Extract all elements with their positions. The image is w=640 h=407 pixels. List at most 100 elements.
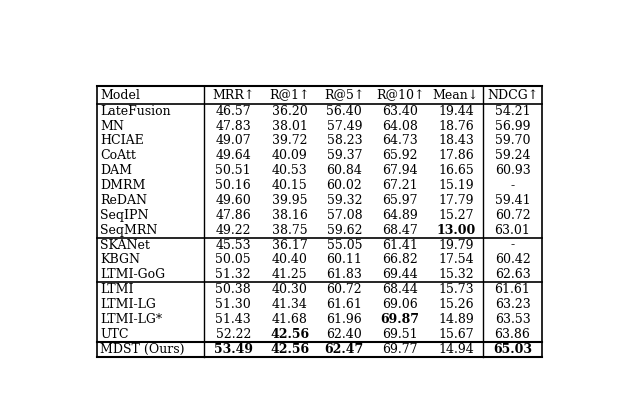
Text: 69.06: 69.06 bbox=[382, 298, 418, 311]
Text: 69.87: 69.87 bbox=[381, 313, 420, 326]
Text: 19.79: 19.79 bbox=[438, 239, 474, 252]
Text: 50.05: 50.05 bbox=[216, 254, 251, 267]
Text: 47.86: 47.86 bbox=[216, 209, 251, 222]
Text: Mean↓: Mean↓ bbox=[433, 89, 479, 102]
Text: 61.83: 61.83 bbox=[326, 268, 362, 281]
Text: 19.44: 19.44 bbox=[438, 105, 474, 118]
Text: 61.61: 61.61 bbox=[495, 283, 531, 296]
Text: 51.32: 51.32 bbox=[216, 268, 251, 281]
Text: 15.32: 15.32 bbox=[438, 268, 474, 281]
Text: 69.51: 69.51 bbox=[382, 328, 418, 341]
Text: 17.54: 17.54 bbox=[438, 254, 474, 267]
Text: 39.72: 39.72 bbox=[272, 134, 308, 147]
Text: UTC: UTC bbox=[100, 328, 129, 341]
Text: 38.01: 38.01 bbox=[272, 120, 308, 133]
Text: 40.30: 40.30 bbox=[272, 283, 308, 296]
Text: 60.02: 60.02 bbox=[326, 179, 362, 192]
Text: 15.27: 15.27 bbox=[438, 209, 474, 222]
Text: LTMI: LTMI bbox=[100, 283, 134, 296]
Text: 18.43: 18.43 bbox=[438, 134, 474, 147]
Text: 59.62: 59.62 bbox=[326, 224, 362, 237]
Text: 14.89: 14.89 bbox=[438, 313, 474, 326]
Text: SeqMRN: SeqMRN bbox=[100, 224, 157, 237]
Text: 68.47: 68.47 bbox=[382, 224, 418, 237]
Text: 56.40: 56.40 bbox=[326, 105, 362, 118]
Text: 59.24: 59.24 bbox=[495, 149, 531, 162]
Text: 60.72: 60.72 bbox=[495, 209, 531, 222]
Text: SKANet: SKANet bbox=[100, 239, 150, 252]
Text: 45.53: 45.53 bbox=[216, 239, 251, 252]
Text: NDCG↑: NDCG↑ bbox=[487, 89, 538, 102]
Text: 63.40: 63.40 bbox=[382, 105, 418, 118]
Text: MRR↑: MRR↑ bbox=[212, 89, 255, 102]
Text: 15.19: 15.19 bbox=[438, 179, 474, 192]
Text: 60.42: 60.42 bbox=[495, 254, 531, 267]
Text: 15.67: 15.67 bbox=[438, 328, 474, 341]
Text: 69.44: 69.44 bbox=[382, 268, 418, 281]
Text: 56.99: 56.99 bbox=[495, 120, 531, 133]
Text: LTMI-LG: LTMI-LG bbox=[100, 298, 156, 311]
Text: 63.01: 63.01 bbox=[495, 224, 531, 237]
Text: 61.61: 61.61 bbox=[326, 298, 362, 311]
Text: 60.11: 60.11 bbox=[326, 254, 362, 267]
Text: 40.09: 40.09 bbox=[272, 149, 308, 162]
Text: R@5↑: R@5↑ bbox=[324, 89, 365, 102]
Text: 49.60: 49.60 bbox=[216, 194, 251, 207]
Text: 38.16: 38.16 bbox=[272, 209, 308, 222]
Text: 51.43: 51.43 bbox=[216, 313, 251, 326]
Text: 40.40: 40.40 bbox=[272, 254, 308, 267]
Text: DAM: DAM bbox=[100, 164, 132, 177]
Text: 14.94: 14.94 bbox=[438, 343, 474, 356]
Text: 15.73: 15.73 bbox=[438, 283, 474, 296]
Text: Model: Model bbox=[100, 89, 140, 102]
Text: 53.49: 53.49 bbox=[214, 343, 253, 356]
Text: 59.37: 59.37 bbox=[326, 149, 362, 162]
Text: 42.56: 42.56 bbox=[270, 328, 309, 341]
Text: 54.21: 54.21 bbox=[495, 105, 531, 118]
Text: 47.83: 47.83 bbox=[216, 120, 251, 133]
Text: 61.96: 61.96 bbox=[326, 313, 362, 326]
Text: 65.92: 65.92 bbox=[383, 149, 418, 162]
Text: 59.70: 59.70 bbox=[495, 134, 531, 147]
Text: 41.34: 41.34 bbox=[272, 298, 308, 311]
Text: 17.79: 17.79 bbox=[438, 194, 474, 207]
Text: 13.00: 13.00 bbox=[436, 224, 476, 237]
Text: 15.26: 15.26 bbox=[438, 298, 474, 311]
Text: 57.49: 57.49 bbox=[326, 120, 362, 133]
Text: 49.22: 49.22 bbox=[216, 224, 251, 237]
Text: 63.53: 63.53 bbox=[495, 313, 531, 326]
Text: 50.51: 50.51 bbox=[216, 164, 251, 177]
Text: 41.25: 41.25 bbox=[272, 268, 308, 281]
Text: LateFusion: LateFusion bbox=[100, 105, 171, 118]
Text: CoAtt: CoAtt bbox=[100, 149, 136, 162]
Text: 68.44: 68.44 bbox=[382, 283, 418, 296]
Text: 64.08: 64.08 bbox=[382, 120, 418, 133]
Text: 65.03: 65.03 bbox=[493, 343, 532, 356]
Text: 60.93: 60.93 bbox=[495, 164, 531, 177]
Text: 67.21: 67.21 bbox=[382, 179, 418, 192]
Text: 57.08: 57.08 bbox=[326, 209, 362, 222]
Text: DMRM: DMRM bbox=[100, 179, 146, 192]
Text: 17.86: 17.86 bbox=[438, 149, 474, 162]
Text: 50.38: 50.38 bbox=[216, 283, 251, 296]
Text: 49.07: 49.07 bbox=[216, 134, 251, 147]
Text: 59.32: 59.32 bbox=[326, 194, 362, 207]
Text: 41.68: 41.68 bbox=[272, 313, 308, 326]
Text: 38.75: 38.75 bbox=[272, 224, 308, 237]
Text: 49.64: 49.64 bbox=[216, 149, 251, 162]
Text: 59.41: 59.41 bbox=[495, 194, 531, 207]
Text: 62.40: 62.40 bbox=[326, 328, 362, 341]
Text: SeqIPN: SeqIPN bbox=[100, 209, 149, 222]
Text: R@10↑: R@10↑ bbox=[376, 89, 424, 102]
Text: 64.89: 64.89 bbox=[382, 209, 418, 222]
Text: 69.77: 69.77 bbox=[383, 343, 418, 356]
Text: 63.86: 63.86 bbox=[495, 328, 531, 341]
Text: LTMI-GoG: LTMI-GoG bbox=[100, 268, 166, 281]
Text: 62.63: 62.63 bbox=[495, 268, 531, 281]
Text: 36.20: 36.20 bbox=[272, 105, 308, 118]
Text: 61.41: 61.41 bbox=[382, 239, 418, 252]
Text: MDST (Ours): MDST (Ours) bbox=[100, 343, 185, 356]
Text: HCIAE: HCIAE bbox=[100, 134, 144, 147]
Text: -: - bbox=[511, 239, 515, 252]
Text: 40.53: 40.53 bbox=[272, 164, 308, 177]
